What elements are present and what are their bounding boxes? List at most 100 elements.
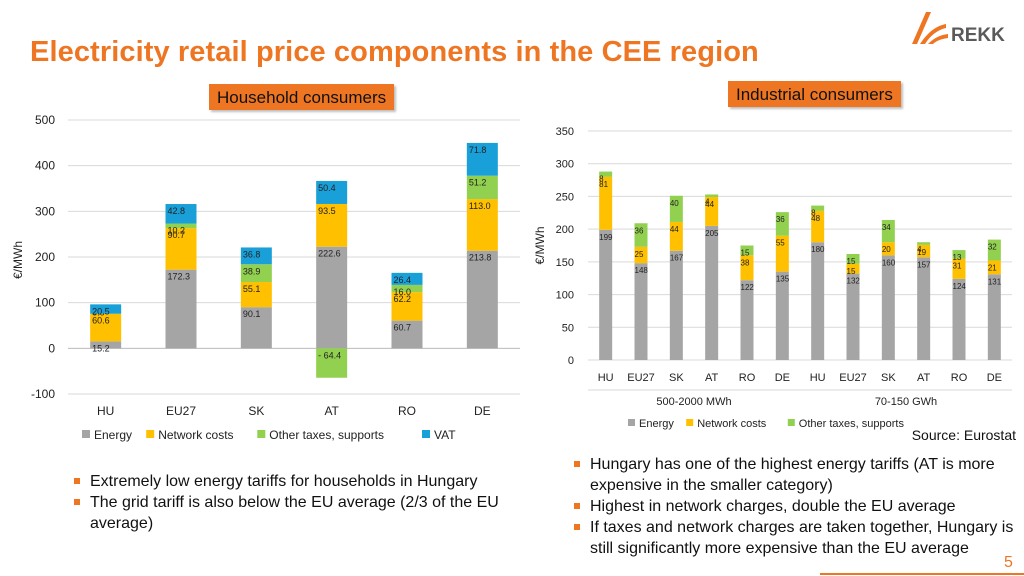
data-label: 36 bbox=[776, 215, 785, 224]
bar-segment-network-costs bbox=[90, 313, 122, 342]
y-tick-label: 300 bbox=[35, 204, 55, 218]
bar-segment-other-taxes-supports bbox=[634, 223, 648, 247]
page-number: 5 bbox=[1004, 554, 1013, 571]
data-label: 172.3 bbox=[168, 272, 191, 282]
legend-label: Energy bbox=[639, 418, 674, 430]
bar-segment-vat bbox=[391, 272, 423, 285]
bar-segment-network-costs bbox=[634, 246, 648, 264]
legend-label: Energy bbox=[94, 428, 132, 442]
bar-segment-energy bbox=[634, 263, 648, 360]
legend-swatch bbox=[787, 419, 795, 426]
data-label: 15 bbox=[847, 267, 856, 276]
legend-label: Network costs bbox=[697, 418, 767, 430]
data-label: - 64.4 bbox=[318, 350, 341, 360]
legend-swatch bbox=[628, 419, 635, 426]
legend-swatch bbox=[146, 430, 155, 438]
data-label: 157 bbox=[917, 260, 931, 269]
bar-segment-network-costs bbox=[740, 255, 754, 281]
y-tick-label: 50 bbox=[562, 322, 574, 334]
category-label: EU27 bbox=[627, 372, 655, 384]
bar-segment-energy bbox=[775, 271, 789, 360]
data-label: 8 bbox=[599, 175, 604, 184]
data-label: 31 bbox=[953, 262, 962, 271]
bar-segment-network-costs bbox=[466, 199, 498, 251]
bar-segment-energy bbox=[987, 274, 1001, 360]
data-label: 55 bbox=[776, 239, 785, 248]
y-tick-label: 500 bbox=[35, 113, 55, 127]
data-label: 42.8 bbox=[168, 206, 186, 216]
data-label: 36 bbox=[635, 226, 644, 235]
household-consumers-label: Household consumers bbox=[209, 84, 395, 110]
data-label: 71.8 bbox=[469, 145, 487, 155]
data-label: 21 bbox=[988, 264, 997, 273]
y-tick-label: 0 bbox=[568, 355, 574, 367]
bar-segment-other-taxes-supports bbox=[599, 171, 613, 177]
bar-segment-energy bbox=[90, 341, 122, 349]
bar-segment-other-taxes-supports bbox=[165, 223, 197, 229]
bar-segment-vat bbox=[466, 142, 498, 176]
data-label: 113.0 bbox=[469, 201, 491, 211]
group-label: 500-2000 MWh bbox=[656, 396, 731, 408]
legend-label: VAT bbox=[434, 428, 456, 442]
bar-segment-network-costs bbox=[775, 235, 789, 272]
bar-segment-other-taxes-supports bbox=[811, 205, 825, 211]
y-axis-label: €/MWh bbox=[11, 241, 25, 279]
bar-segment-vat bbox=[90, 304, 122, 314]
legend-label: Network costs bbox=[158, 428, 233, 442]
bar-segment-other-taxes-supports bbox=[952, 250, 966, 259]
bar-segment-other-taxes-supports bbox=[669, 195, 683, 222]
bar-segment-energy bbox=[811, 242, 825, 360]
data-label: 180 bbox=[811, 245, 825, 254]
category-label: EU27 bbox=[839, 372, 867, 384]
data-label: 213.8 bbox=[469, 253, 492, 263]
bar-segment-energy bbox=[240, 307, 272, 349]
category-label: AT bbox=[705, 372, 719, 384]
category-label: HU bbox=[598, 372, 614, 384]
source-note: Source: Eurostat bbox=[911, 427, 1016, 443]
y-tick-label: 0 bbox=[48, 341, 55, 355]
category-label: RO bbox=[739, 372, 756, 384]
category-label: SK bbox=[248, 404, 264, 418]
data-label: 55.1 bbox=[243, 284, 261, 294]
y-tick-label: 350 bbox=[556, 126, 574, 138]
page-title: Electricity retail price components in t… bbox=[30, 36, 759, 68]
bar-segment-energy bbox=[705, 225, 719, 360]
legend-swatch bbox=[257, 430, 266, 438]
data-label: 160 bbox=[882, 258, 896, 267]
bar-segment-network-costs bbox=[240, 282, 272, 308]
data-label: 25 bbox=[635, 250, 644, 259]
list-item: Hungary has one of the highest energy ta… bbox=[572, 454, 1018, 496]
data-label: 16.0 bbox=[394, 287, 412, 297]
data-label: 20.5 bbox=[92, 306, 110, 316]
industrial-consumers-label: Industrial consumers bbox=[728, 81, 901, 107]
category-label: SK bbox=[669, 372, 684, 384]
legend-swatch bbox=[82, 430, 90, 438]
data-label: 20 bbox=[882, 245, 891, 254]
category-label: AT bbox=[917, 372, 931, 384]
y-tick-label: 200 bbox=[35, 250, 55, 264]
legend-label: Other taxes, supports bbox=[799, 418, 905, 430]
y-tick-label: 100 bbox=[556, 290, 574, 302]
bar-segment-other-taxes-supports bbox=[846, 254, 860, 264]
data-label: 15.2 bbox=[92, 343, 110, 353]
legend-label: Other taxes, supports bbox=[269, 428, 384, 442]
bar-segment-other-taxes-supports bbox=[881, 219, 895, 243]
y-tick-label: 150 bbox=[556, 257, 574, 269]
bar-segment-network-costs bbox=[846, 263, 860, 274]
data-label: 60.7 bbox=[394, 323, 412, 333]
data-label: 4 bbox=[705, 197, 710, 206]
bar-segment-vat bbox=[316, 180, 348, 204]
list-item: If taxes and network charges are taken t… bbox=[572, 517, 1018, 559]
category-label: DE bbox=[474, 404, 491, 418]
category-label: DE bbox=[987, 372, 1002, 384]
bar-segment-other-taxes-supports bbox=[987, 239, 1001, 261]
data-label: 13 bbox=[953, 253, 962, 262]
data-label: 26.4 bbox=[394, 275, 412, 285]
left-bullet-list: Extremely low energy tariffs for househo… bbox=[72, 471, 532, 534]
right-bullet-list: Hungary has one of the highest energy ta… bbox=[572, 454, 1018, 559]
data-label: 34 bbox=[882, 223, 891, 232]
y-tick-label: 300 bbox=[556, 159, 574, 171]
category-label: HU bbox=[810, 372, 826, 384]
data-label: 93.5 bbox=[318, 206, 336, 216]
household-chart: -1000100200300400500€/MWh15.260.60.020.5… bbox=[11, 113, 520, 442]
